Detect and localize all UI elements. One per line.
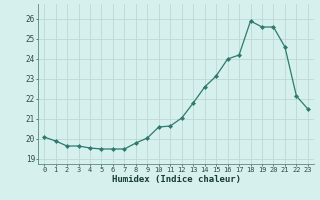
X-axis label: Humidex (Indice chaleur): Humidex (Indice chaleur) xyxy=(111,175,241,184)
